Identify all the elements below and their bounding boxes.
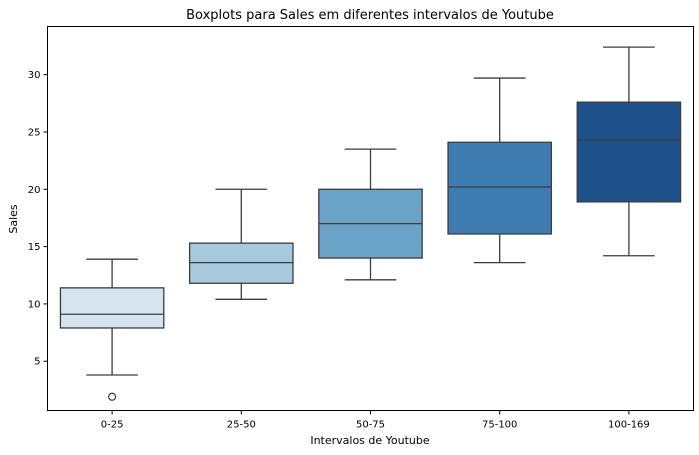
outlier-point bbox=[107, 392, 117, 401]
y-tick-label: 30 bbox=[28, 70, 41, 81]
x-tick-label: 75-100 bbox=[482, 420, 517, 431]
x-tick-label: 100-169 bbox=[608, 420, 650, 431]
x-tick-label: 0-25 bbox=[101, 420, 124, 431]
y-axis-label: Sales bbox=[7, 204, 20, 234]
box-body bbox=[447, 141, 553, 235]
chart-title: Boxplots para Sales em diferentes interv… bbox=[186, 8, 554, 23]
box-body bbox=[59, 287, 165, 329]
x-axis-label: Intervalos de Youtube bbox=[310, 434, 430, 447]
box-0-25 bbox=[59, 258, 165, 401]
box-75-100 bbox=[447, 77, 553, 264]
x-tick-label: 25-50 bbox=[227, 420, 256, 431]
box-100-169 bbox=[576, 46, 682, 257]
x-axis: 0-25 25-50 50-75 75-100 100-169 bbox=[101, 410, 650, 431]
x-tick-label: 50-75 bbox=[356, 420, 385, 431]
y-tick-label: 20 bbox=[28, 185, 41, 196]
y-tick-label: 15 bbox=[28, 242, 41, 253]
box-body bbox=[576, 101, 682, 203]
y-axis: 5 10 15 20 25 30 bbox=[28, 70, 48, 368]
y-tick-label: 25 bbox=[28, 127, 41, 138]
box-50-75 bbox=[318, 148, 423, 281]
y-tick-label: 5 bbox=[34, 357, 40, 368]
y-tick-label: 10 bbox=[28, 299, 41, 310]
box-25-50 bbox=[188, 188, 294, 300]
boxes-group bbox=[59, 46, 682, 401]
